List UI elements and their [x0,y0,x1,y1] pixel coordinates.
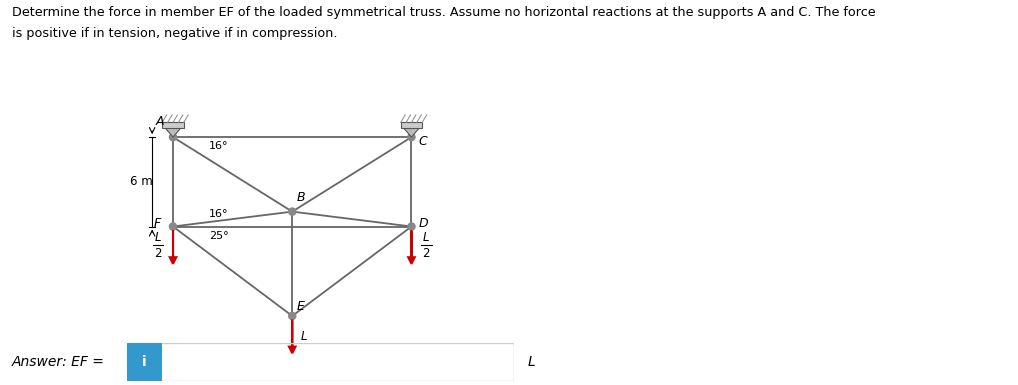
FancyArrow shape [289,320,295,353]
Circle shape [169,134,176,141]
Text: L: L [155,231,162,244]
Text: L: L [423,231,430,244]
Polygon shape [403,128,419,137]
Text: E: E [296,300,304,313]
Text: 6 m: 6 m [130,175,153,188]
Circle shape [289,208,296,215]
Circle shape [408,134,415,141]
Text: L: L [301,330,307,343]
Text: D: D [419,217,429,230]
Bar [162,122,183,128]
Text: Determine the force in member EF of the loaded symmetrical truss. Assume no hori: Determine the force in member EF of the … [12,6,875,19]
Text: B: B [296,191,305,204]
FancyArrow shape [170,231,176,264]
FancyArrow shape [408,231,414,264]
Text: A: A [156,115,164,128]
Text: L: L [527,355,535,369]
Polygon shape [165,128,181,137]
Text: is positive if in tension, negative if in compression.: is positive if in tension, negative if i… [12,27,338,40]
Text: 16°: 16° [209,209,228,219]
Text: 2: 2 [422,248,431,260]
Circle shape [169,223,176,230]
Circle shape [408,223,415,230]
Text: Answer: EF =: Answer: EF = [12,355,105,369]
Text: C: C [419,135,428,148]
Bar [127,343,162,381]
Circle shape [289,312,296,320]
Text: 25°: 25° [209,231,228,241]
Text: F: F [154,217,161,230]
Text: 2: 2 [155,248,162,260]
Text: 16°: 16° [209,141,228,151]
Bar [401,122,422,128]
Text: i: i [143,355,147,369]
